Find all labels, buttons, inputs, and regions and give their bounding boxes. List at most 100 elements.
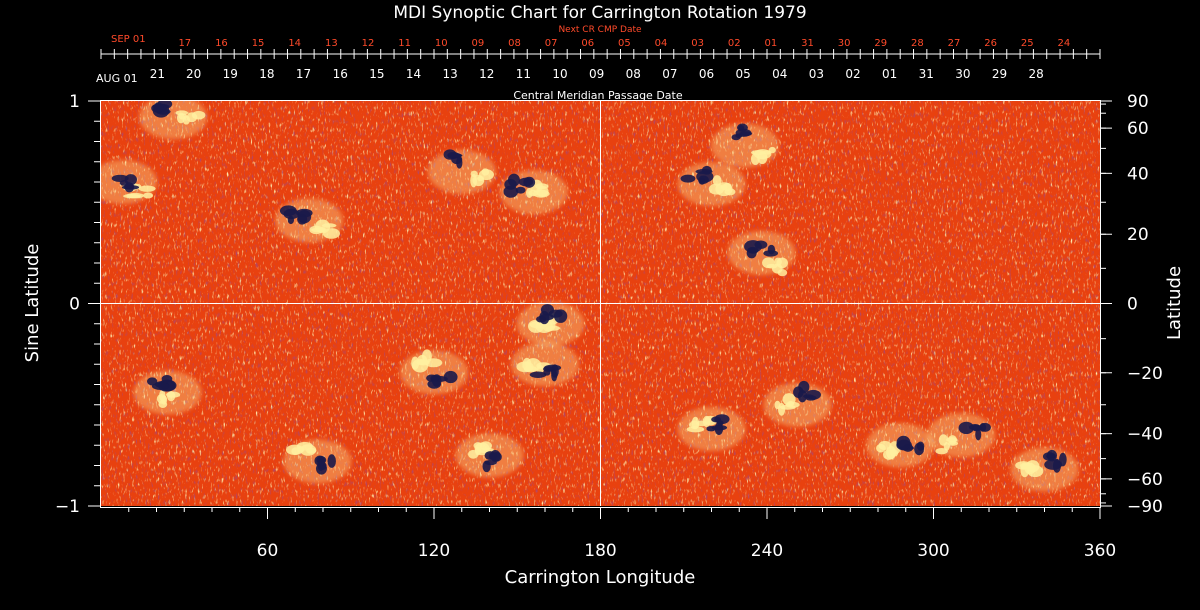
positive-polarity-spot	[545, 325, 561, 331]
active-region-plage	[727, 230, 796, 275]
negative-polarity-spot	[696, 170, 714, 183]
x-tick-label: 240	[751, 541, 783, 561]
next-cr-date-label: 28	[911, 38, 924, 49]
x-tick-label: 180	[584, 541, 616, 561]
positive-polarity-spot	[417, 354, 428, 366]
next-cr-date-label: 08	[508, 38, 521, 49]
cmp-date-label: 06	[699, 67, 714, 81]
positive-polarity-spot	[178, 113, 188, 120]
positive-polarity-spot	[470, 170, 478, 178]
y-right-tick-label: 20	[1127, 225, 1149, 245]
cmp-date-label: 12	[479, 67, 494, 81]
negative-polarity-spot	[680, 174, 696, 183]
cmp-ticks: 21 20 19 18 17 16 15 14 13 12 11 10 09 08 07 06 05 04 03 02…	[100, 54, 1101, 81]
next-cr-date-label: 01	[765, 38, 778, 49]
positive-polarity-spot	[535, 183, 549, 190]
cmp-date-label: 03	[809, 67, 824, 81]
positive-polarity-spot	[766, 263, 778, 269]
negative-polarity-spot	[896, 435, 911, 450]
next-cr-date-label: 07	[545, 38, 558, 49]
cmp-date-label: 13	[442, 67, 457, 81]
next-cr-date-label: 09	[471, 38, 484, 49]
next-cr-date-label: 31	[801, 38, 814, 49]
next-cr-date-label: 24	[1058, 38, 1071, 49]
next-cr-axis-label: Next CR CMP Date	[558, 25, 642, 35]
negative-polarity-spot	[1044, 459, 1063, 470]
negative-polarity-spot	[958, 421, 975, 434]
cmp-date-label: 28	[1029, 67, 1044, 81]
positive-polarity-spot	[763, 150, 772, 155]
chart-title: MDI Synoptic Chart for Carrington Rotati…	[393, 3, 806, 23]
positive-polarity-spot	[467, 449, 479, 459]
positive-polarity-spot	[314, 219, 331, 234]
next-cr-date-label: 27	[948, 38, 961, 49]
positive-polarity-spot	[165, 391, 181, 398]
positive-polarity-spot	[876, 443, 886, 453]
positive-polarity-spot	[774, 400, 781, 410]
x-tick-label: 60	[257, 541, 279, 561]
negative-polarity-spot	[153, 102, 164, 113]
negative-polarity-spot	[551, 369, 558, 382]
x-tick-label: 120	[418, 541, 450, 561]
negative-polarity-spot	[739, 131, 753, 137]
cmp-date-label: 31	[919, 67, 934, 81]
next-cr-date-label: 04	[655, 38, 668, 49]
next-cr-date-label: 17	[178, 38, 191, 49]
y-left-axis-title: Sine Latitude	[22, 244, 43, 363]
next-cr-date-label: 26	[984, 38, 997, 49]
negative-polarity-spot	[979, 422, 991, 432]
cmp-date-label: 18	[259, 67, 274, 81]
negative-polarity-spot	[447, 153, 463, 158]
next-cr-date-label: 14	[288, 38, 301, 49]
positive-polarity-spot	[782, 393, 796, 406]
y-left-axis: 1 0 −1	[55, 92, 100, 517]
positive-polarity-spot	[306, 447, 317, 454]
cmp-start-label: AUG 01	[96, 72, 138, 85]
next-cr-date-label: 25	[1021, 38, 1034, 49]
negative-polarity-spot	[124, 174, 137, 186]
next-cr-date-label: 06	[581, 38, 594, 49]
cmp-date-label: 09	[589, 67, 604, 81]
negative-polarity-spot	[1046, 449, 1058, 462]
positive-polarity-spot	[138, 185, 156, 192]
cmp-date-label: 20	[186, 67, 201, 81]
positive-polarity-spot	[689, 420, 700, 430]
y-left-tick-label: 1	[69, 92, 80, 112]
cmp-date-label: 17	[296, 67, 311, 81]
next-cr-date-label: 11	[398, 38, 411, 49]
active-regions	[101, 101, 1079, 492]
y-left-tick-label: 0	[69, 295, 80, 315]
positive-polarity-spot	[935, 447, 948, 455]
cmp-date-label: 05	[735, 67, 750, 81]
cmp-date-label: 02	[845, 67, 860, 81]
positive-polarity-spot	[291, 447, 301, 455]
next-cr-date-label: 05	[618, 38, 631, 49]
next-cr-ticks: 17 16 15 14 13 12 11 10 09 08 07 06 05 04 03 02 01 31 30 29…	[100, 38, 1101, 54]
positive-polarity-spot	[715, 182, 733, 197]
positive-polarity-spot	[411, 356, 420, 370]
next-cr-date-label: 02	[728, 38, 741, 49]
negative-polarity-spot	[914, 442, 925, 456]
cmp-date-label: 08	[626, 67, 641, 81]
x-axis: 60 120 180 240 300 360	[128, 507, 1116, 561]
cmp-date-label: 29	[992, 67, 1007, 81]
next-cr-date-label: 03	[691, 38, 704, 49]
positive-polarity-spot	[943, 441, 950, 451]
y-right-tick-label: 60	[1127, 119, 1149, 139]
positive-polarity-spot	[946, 437, 958, 443]
cmp-date-label: 15	[369, 67, 384, 81]
negative-polarity-spot	[488, 452, 498, 461]
negative-polarity-spot	[297, 210, 312, 224]
positive-polarity-spot	[477, 175, 485, 182]
negative-polarity-spot	[317, 457, 325, 471]
cmp-date-label: 10	[552, 67, 567, 81]
negative-polarity-spot	[518, 177, 534, 187]
positive-polarity-spot	[126, 192, 145, 199]
x-axis-title: Carrington Longitude	[505, 567, 696, 588]
negative-polarity-spot	[515, 186, 526, 194]
y-right-tick-label: 40	[1127, 164, 1149, 184]
negative-polarity-spot	[797, 389, 807, 403]
positive-polarity-spot	[886, 445, 897, 460]
negative-polarity-spot	[754, 240, 768, 249]
